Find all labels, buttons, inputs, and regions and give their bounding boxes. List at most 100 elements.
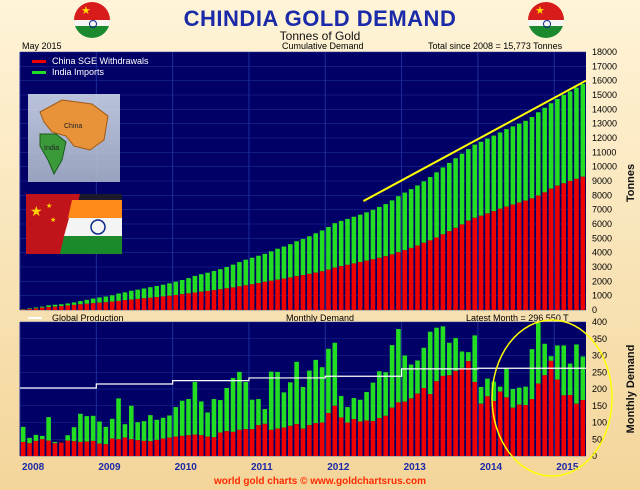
bar-cumulative-india xyxy=(154,285,160,298)
total-label: Total since 2008 = 15,773 Tonnes xyxy=(428,41,563,51)
bar-cumulative-india xyxy=(186,278,191,294)
y-tick-label-upper: 13000 xyxy=(592,119,617,129)
bar-cumulative-india xyxy=(548,103,554,189)
bar-cumulative-india xyxy=(237,262,242,287)
bar-cumulative-china xyxy=(20,309,26,310)
bar-monthly-india xyxy=(160,417,166,439)
y-tick-label-upper: 18000 xyxy=(592,47,617,57)
bar-cumulative-india xyxy=(408,189,414,248)
bar-cumulative-india xyxy=(453,158,458,228)
bar-cumulative-india xyxy=(218,269,223,290)
bar-cumulative-china xyxy=(192,292,198,310)
bar-cumulative-india xyxy=(287,244,293,278)
bar-monthly-china xyxy=(313,423,319,456)
bar-monthly-china xyxy=(243,429,249,456)
bar-monthly-china xyxy=(135,440,140,456)
bar-monthly-china xyxy=(179,435,185,456)
y-tick-label-lower: 150 xyxy=(592,401,607,411)
bar-monthly-china xyxy=(396,402,401,456)
bar-cumulative-india xyxy=(141,288,147,299)
y-tick-label-upper: 1000 xyxy=(592,291,612,301)
svg-text:★: ★ xyxy=(50,216,56,224)
bar-monthly-china xyxy=(65,440,70,456)
bar-monthly-china xyxy=(275,428,280,456)
flags-photo-image: ★ ★ ★ xyxy=(26,194,122,254)
bar-cumulative-india xyxy=(459,153,465,225)
bar-monthly-india xyxy=(249,399,255,430)
bar-cumulative-india xyxy=(510,126,516,205)
bar-cumulative-china xyxy=(97,302,102,310)
bar-cumulative-india xyxy=(345,218,350,265)
bar-cumulative-china xyxy=(90,303,96,310)
bar-monthly-china xyxy=(472,381,477,456)
bar-cumulative-china xyxy=(459,224,465,310)
bar-monthly-china xyxy=(434,381,439,456)
x-tick-label: 2011 xyxy=(251,462,273,473)
y-tick-label-lower: 300 xyxy=(592,351,607,361)
bar-monthly-india xyxy=(377,371,382,419)
legend-swatch-china xyxy=(32,60,46,63)
bar-monthly-india xyxy=(198,401,204,436)
bar-monthly-india xyxy=(408,364,414,399)
bar-cumulative-china xyxy=(389,254,395,310)
bar-monthly-china xyxy=(542,375,547,456)
bar-monthly-china xyxy=(580,400,586,456)
bar-cumulative-india xyxy=(472,144,477,218)
bar-cumulative-china xyxy=(504,206,509,310)
bar-monthly-india xyxy=(90,415,96,441)
bar-cumulative-china xyxy=(262,281,268,310)
bar-monthly-china xyxy=(326,413,331,456)
bar-cumulative-china xyxy=(179,294,185,310)
bar-monthly-china xyxy=(186,435,191,456)
bar-monthly-india xyxy=(154,419,160,440)
bar-cumulative-china xyxy=(319,271,325,310)
bar-cumulative-china xyxy=(135,298,140,310)
bar-cumulative-india xyxy=(160,284,166,297)
bar-monthly-india xyxy=(20,426,26,442)
bar-monthly-india xyxy=(326,348,331,414)
bar-monthly-china xyxy=(440,375,446,456)
bar-monthly-india xyxy=(173,407,179,437)
bar-cumulative-india xyxy=(307,236,312,274)
bar-cumulative-china xyxy=(510,204,516,310)
bar-cumulative-china xyxy=(326,269,331,310)
bar-cumulative-china xyxy=(287,277,293,310)
bar-monthly-china xyxy=(497,391,503,456)
monthly-label: Monthly Demand xyxy=(286,313,354,323)
bar-monthly-china xyxy=(345,422,350,456)
bar-monthly-china xyxy=(52,443,58,456)
bar-cumulative-india xyxy=(351,216,357,264)
y-tick-label-upper: 6000 xyxy=(592,219,612,229)
bar-monthly-india xyxy=(97,421,102,444)
bar-cumulative-china xyxy=(198,291,204,310)
bar-monthly-china xyxy=(237,429,242,456)
bar-cumulative-china xyxy=(402,250,408,310)
bar-monthly-china xyxy=(198,435,204,456)
bar-cumulative-china xyxy=(268,280,274,310)
bar-cumulative-china xyxy=(237,286,242,310)
bar-monthly-india xyxy=(256,399,261,426)
bar-cumulative-india xyxy=(326,226,331,270)
bar-cumulative-china xyxy=(103,302,109,310)
bar-monthly-india xyxy=(523,386,528,406)
bar-monthly-india xyxy=(485,378,490,397)
bar-monthly-india xyxy=(78,413,83,442)
bar-cumulative-india xyxy=(434,172,439,238)
bar-monthly-india xyxy=(555,345,560,380)
bar-monthly-india xyxy=(224,387,229,432)
bar-cumulative-china xyxy=(65,305,70,310)
bar-monthly-india xyxy=(453,338,458,371)
x-tick-label: 2010 xyxy=(175,462,198,473)
y-tick-label-lower: 100 xyxy=(592,418,607,428)
bar-cumulative-china xyxy=(249,284,255,310)
bar-monthly-india xyxy=(84,416,90,442)
bar-cumulative-china xyxy=(33,308,39,310)
bar-cumulative-china xyxy=(421,242,427,310)
bar-monthly-india xyxy=(574,344,579,404)
bar-monthly-china xyxy=(109,438,115,456)
bar-monthly-india xyxy=(472,335,477,382)
bar-monthly-india xyxy=(434,327,439,382)
bar-monthly-china xyxy=(523,405,528,456)
bar-cumulative-china xyxy=(148,297,153,310)
bar-cumulative-india xyxy=(27,308,32,309)
